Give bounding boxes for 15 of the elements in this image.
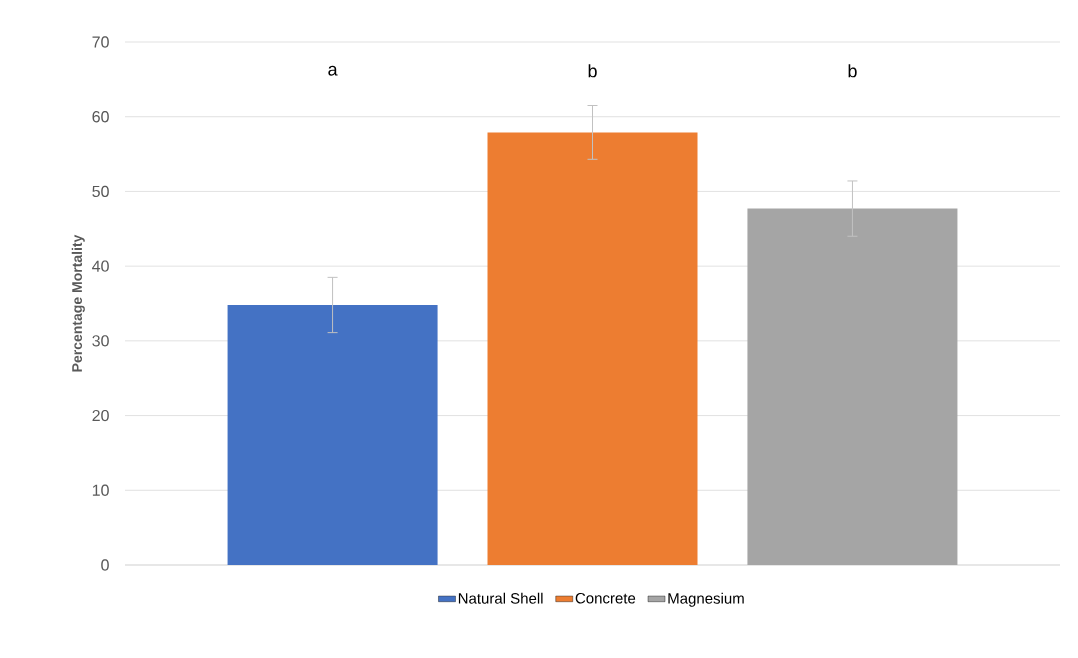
y-tick-label: 10 — [92, 484, 109, 496]
annotation: b — [848, 64, 857, 78]
y-tick-label: 60 — [92, 111, 109, 123]
y-tick-label: 40 — [92, 260, 109, 272]
legend-label: Natural Shell — [458, 592, 543, 604]
y-tick-label: 20 — [92, 409, 109, 422]
y-tick-label: 70 — [92, 36, 109, 48]
y-axis-title: Percentage Mortality — [71, 234, 85, 372]
y-tick-label: 30 — [92, 335, 109, 347]
annotation: a — [328, 65, 338, 76]
y-tick-label: 50 — [92, 185, 109, 198]
annotation: b — [588, 64, 597, 78]
legend-label: Magnesium — [668, 592, 744, 607]
legend-label: Concrete — [575, 592, 636, 604]
y-tick-label: 0 — [101, 559, 109, 571]
